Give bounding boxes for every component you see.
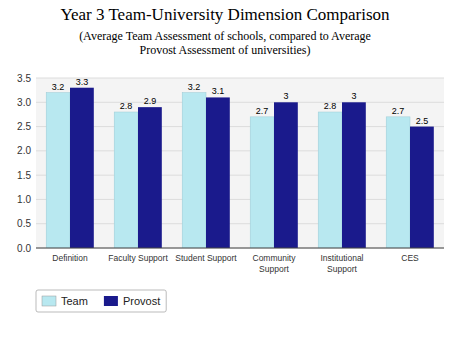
x-tick-label: CES [401, 253, 419, 263]
legend-frame [36, 290, 166, 312]
legend-label: Team [61, 295, 88, 307]
grid-line [36, 223, 444, 224]
x-tick-label: Student Support [175, 253, 237, 263]
bar [318, 112, 342, 248]
grid-line [36, 78, 444, 79]
title: Year 3 Team-University Dimension Compari… [60, 5, 390, 24]
grid-line [36, 126, 444, 127]
x-axis-line [36, 248, 444, 249]
grid-line [36, 248, 444, 249]
grid-line [36, 150, 444, 151]
bar [206, 97, 230, 248]
y-tick-label: 0.5 [17, 218, 31, 229]
chart-container: Year 3 Team-University Dimension Compari… [0, 0, 450, 338]
y-tick-label: 2.0 [17, 145, 31, 156]
grid-line [36, 199, 444, 200]
y-tick-label: 2.5 [17, 121, 31, 132]
bar [342, 102, 366, 248]
bar [274, 102, 298, 248]
y-tick-label: 1.5 [17, 170, 31, 181]
data-label: 2.7 [392, 106, 405, 116]
bar [46, 93, 70, 248]
legend: Team Provost [36, 290, 166, 312]
bar [138, 107, 162, 248]
x-tick-label: Faculty Support [108, 253, 168, 263]
y-tick-label: 0.0 [17, 243, 31, 254]
data-label: 2.5 [416, 116, 429, 126]
bar [70, 88, 94, 248]
data-label: 3 [283, 91, 288, 101]
y-tick-label: 3.5 [17, 73, 31, 84]
bars [46, 88, 434, 248]
bar [114, 112, 138, 248]
subtitle: (Average Team Assessment of schools, com… [79, 29, 371, 57]
chart-svg: Year 3 Team-University Dimension Compari… [0, 0, 450, 338]
x-tick-label: Definition [52, 253, 88, 263]
legend-label: Provost [123, 295, 160, 307]
x-tick-label: CommunitySupport [253, 253, 297, 274]
bar [182, 93, 206, 248]
data-label: 3.2 [188, 82, 201, 92]
bar [410, 127, 434, 248]
data-label: 2.7 [256, 106, 269, 116]
data-label: 3.3 [76, 77, 89, 87]
data-label: 2.9 [144, 96, 157, 106]
data-label: 3 [351, 91, 356, 101]
plot-background [36, 78, 444, 248]
bar [386, 117, 410, 248]
data-label: 2.8 [324, 101, 337, 111]
grid-line [36, 175, 444, 176]
x-tick-label: InstitutionalSupport [321, 253, 364, 274]
legend-swatch [104, 296, 118, 306]
legend-swatch [42, 296, 56, 306]
grid-line [36, 102, 444, 103]
data-label: 2.8 [120, 101, 133, 111]
data-label: 3.2 [52, 82, 65, 92]
y-tick-label: 1.0 [17, 194, 31, 205]
bar [250, 117, 274, 248]
y-tick-label: 3.0 [17, 97, 31, 108]
data-label: 3.1 [212, 86, 225, 96]
data-labels: 3.2 2.8 3.2 2.7 2.8 2.7 3.3 2.9 3.1 3 3 2.5 [52, 77, 428, 126]
